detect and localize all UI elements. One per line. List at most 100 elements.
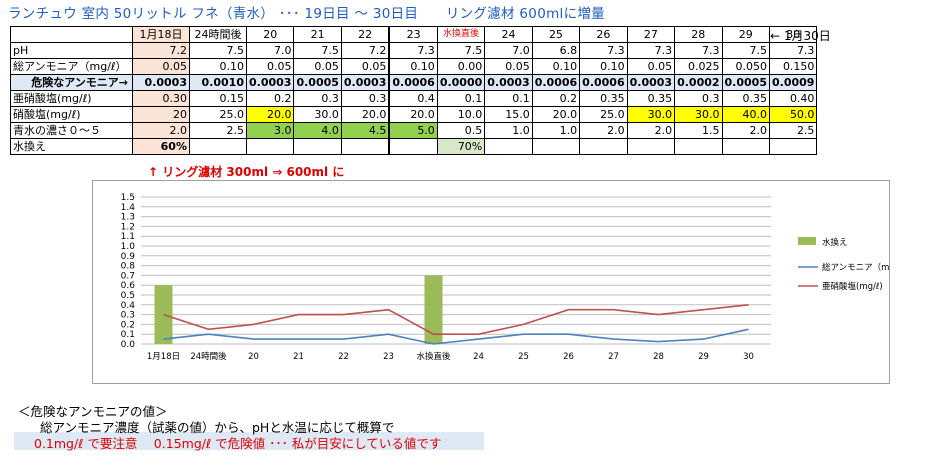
table-cell: 30.0 xyxy=(293,106,342,123)
table-cell: 2.0 xyxy=(579,122,628,139)
table-cell: 0.0000 xyxy=(436,74,486,91)
column-header: 30 xyxy=(768,26,818,43)
y-tick-label: 0.5 xyxy=(121,291,135,301)
x-tick-label: 24時間後 xyxy=(190,351,227,362)
filter-note: ↑ リング濾材 300ml ⇒ 600ml に xyxy=(148,165,345,179)
bar xyxy=(424,275,443,344)
table-cell: 7.5 xyxy=(293,42,342,59)
table-cell: 20.0 xyxy=(340,106,390,123)
table-row: 青水の濃さ０～５ 2.0 2.5 3.0 4.0 4.5 5.0 0.5 1.0 1.0 2.0 2.… xyxy=(10,122,818,139)
y-tick-label: 0.6 xyxy=(121,281,136,291)
page-title: ランチュウ 室内 50リットル フネ（青水） ･･･ 19日目 ～ 30日目 リ… xyxy=(8,6,605,22)
table-cell: 0.05 xyxy=(293,58,342,75)
table-cell xyxy=(245,138,295,155)
danger-values: 0.1mg/ℓ で要注意 0.15mg/ℓ で危険値 ･･･ 私が目安にしている… xyxy=(34,436,442,451)
series-line xyxy=(163,328,749,345)
table-cell: 0.10 xyxy=(388,58,438,75)
table-cell: 0.5 xyxy=(436,122,486,139)
y-tick-label: 1.1 xyxy=(121,232,135,242)
table-cell: 1.5 xyxy=(674,122,723,139)
x-tick-label: 30 xyxy=(743,352,754,362)
x-tick-label: 27 xyxy=(608,352,619,362)
table-cell: 20.0 xyxy=(531,106,581,123)
column-header: 23 xyxy=(388,26,438,43)
column-header: 20 xyxy=(245,26,295,43)
legend-swatch xyxy=(798,237,816,245)
table-row: 硝酸塩(mg/ℓ) 20 25.0 20.0 30.0 20.0 20.0 10.0 15.0 2… xyxy=(10,106,818,123)
column-header: 27 xyxy=(626,26,676,43)
column-header: 水換直後 xyxy=(436,26,486,43)
table-cell: 0.3 xyxy=(674,90,723,107)
table-cell: 0.05 xyxy=(245,58,295,75)
column-header: 25 xyxy=(531,26,581,43)
table-cell: 0.050 xyxy=(721,58,770,75)
table-cell: 0.0006 xyxy=(388,74,438,91)
y-tick-label: 0.2 xyxy=(121,320,135,330)
table-cell: 0.025 xyxy=(674,58,723,75)
table-cell: 25.0 xyxy=(579,106,628,123)
row-label: 硝酸塩(mg/ℓ) xyxy=(10,106,133,123)
y-tick-label: 1.2 xyxy=(121,222,135,232)
table-cell: 7.3 xyxy=(674,42,723,59)
table-row: 危険なアンモニア→ 0.0003 0.0010 0.0003 0.0005 0.0003 0… xyxy=(10,74,818,91)
table-cell: 0.10 xyxy=(531,58,581,75)
table-cell: 7.0 xyxy=(484,42,533,59)
y-tick-label: 0.9 xyxy=(121,252,136,262)
table-cell: 3.0 xyxy=(245,122,295,139)
column-header: 24 xyxy=(484,26,533,43)
table-cell: 0.0009 xyxy=(768,74,818,91)
table-cell: 0.00 xyxy=(436,58,486,75)
table-cell: 0.10 xyxy=(579,58,628,75)
table-cell: 0.4 xyxy=(388,90,438,107)
table-cell: 0.0006 xyxy=(531,74,581,91)
chart-frame: 0.0 0.1 0.2 0.3 0.4 0.5 0.6 0.7 0.8 0.9 1.0 1.1 1.2 1… xyxy=(92,180,890,384)
row-label: 亜硝酸塩(mg/ℓ) xyxy=(10,90,133,107)
table-cell: 1.0 xyxy=(531,122,581,139)
table-cell: 0.05 xyxy=(626,58,676,75)
table-cell: 0.15 xyxy=(189,90,247,107)
table-cell: 40.0 xyxy=(721,106,770,123)
y-tick-label: 0.4 xyxy=(121,301,136,311)
table-cell: 30.0 xyxy=(626,106,676,123)
x-tick-label: 21 xyxy=(293,352,304,362)
row-label: pH xyxy=(10,42,133,59)
table-cell: 0.10 xyxy=(189,58,247,75)
table-cell: 0.0003 xyxy=(484,74,533,91)
table-cell: 5.0 xyxy=(388,122,438,139)
x-tick-label: 25 xyxy=(518,352,529,362)
table-cell: 0.05 xyxy=(484,58,533,75)
x-tick-label: 26 xyxy=(563,352,574,362)
y-tick-label: 0.3 xyxy=(121,311,135,321)
danger-band xyxy=(14,432,484,450)
table-cell: 50.0 xyxy=(768,106,818,123)
table-cell: 20.0 xyxy=(388,106,438,123)
table-cell: 7.3 xyxy=(768,42,818,59)
table-cell: 0.0003 xyxy=(626,74,676,91)
x-tick-label: 水換直後 xyxy=(416,351,451,362)
table-cell: 0.40 xyxy=(768,90,818,107)
series-line xyxy=(163,304,749,335)
table-cell xyxy=(388,138,438,155)
table-cell: 0.0006 xyxy=(579,74,628,91)
y-tick-label: 0.0 xyxy=(121,340,136,350)
table-cell: 0.35 xyxy=(721,90,770,107)
x-tick-label: 29 xyxy=(698,352,709,362)
table-cell: 60% xyxy=(132,138,190,155)
table-cell xyxy=(293,138,342,155)
data-table: 1月18日 24時間後 20 21 22 23 水換直後 24 25 26 27 28 29 30 pH 7.… xyxy=(10,26,818,155)
table-cell: 7.5 xyxy=(721,42,770,59)
row-label: 青水の濃さ０～５ xyxy=(10,122,133,139)
table-cell: 7.3 xyxy=(626,42,676,59)
table-cell: 2.5 xyxy=(189,122,247,139)
table-cell xyxy=(340,138,390,155)
column-header: 1月18日 xyxy=(132,26,190,43)
table-cell: 2.0 xyxy=(626,122,676,139)
danger-description: 総アンモニア濃度（試薬の値）から、pHと水温に応じて概算で xyxy=(40,420,395,435)
table-cell: 7.5 xyxy=(436,42,486,59)
table-cell: 0.0003 xyxy=(245,74,295,91)
y-tick-label: 1.4 xyxy=(121,203,136,213)
table-cell: 0.05 xyxy=(340,58,390,75)
x-tick-label: 23 xyxy=(383,352,394,362)
x-tick-label: 1月18日 xyxy=(147,352,180,362)
table-cell: 20 xyxy=(132,106,190,123)
